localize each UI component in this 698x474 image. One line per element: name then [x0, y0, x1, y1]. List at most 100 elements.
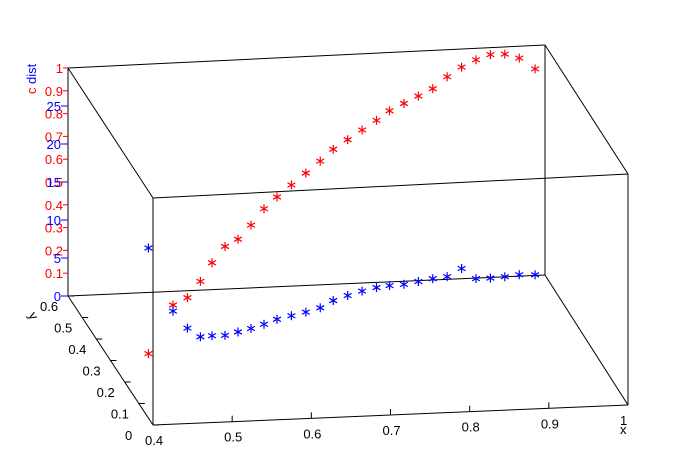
red-point-stroke: [196, 278, 205, 285]
z-blue-tick-label: 20: [47, 137, 61, 152]
blue-point-stroke: [372, 284, 381, 291]
red-point-stroke: [207, 260, 217, 266]
blue-point-stroke: [259, 321, 269, 328]
z-red-tick-label: 0.2: [45, 243, 63, 258]
blue-point: [428, 274, 437, 284]
red-point-stroke: [385, 108, 394, 114]
frame-edge: [544, 274, 629, 406]
z-red-tick-label: 0.8: [45, 107, 63, 122]
tick-marks: [61, 67, 629, 426]
blue-point-stroke: [316, 305, 325, 311]
y-tick-label: 0.5: [54, 321, 72, 336]
blue-point-stroke: [385, 282, 394, 289]
blue-point: [486, 273, 495, 283]
red-point-stroke: [272, 194, 282, 200]
z-blue-tick-label: 0: [54, 289, 61, 304]
blue-point: [259, 319, 269, 329]
red-point: [357, 125, 367, 135]
blue-point: [457, 264, 466, 274]
frame-edge: [67, 274, 546, 297]
blue-point: [500, 272, 510, 282]
red-point: [246, 220, 256, 230]
red-point-stroke: [486, 51, 495, 58]
blue-point-stroke: [168, 308, 178, 314]
blue-point-stroke: [399, 281, 409, 288]
blue-point-stroke: [428, 275, 437, 282]
x-tick-label: 0.9: [541, 416, 559, 431]
tick-labels: 0.4 0.5 0.6 0.7 0.8 0.9 100.10.20.30.40.50.60.…: [40, 61, 627, 448]
red-point-stroke: [259, 205, 269, 212]
blue-point: [183, 323, 192, 333]
blue-point: [196, 332, 205, 342]
series-blue: [144, 243, 540, 342]
blue-point: [343, 290, 352, 300]
blue-point-stroke: [144, 245, 153, 251]
z-red-tick-label: 0.6: [45, 152, 63, 167]
blue-point: [530, 270, 540, 280]
x-tick-label: 1: [620, 413, 627, 428]
red-point: [428, 84, 437, 94]
red-point-stroke: [530, 66, 540, 72]
red-point: [301, 168, 311, 178]
blue-point: [220, 330, 230, 340]
red-point: [486, 50, 495, 60]
red-point-stroke: [287, 182, 296, 188]
red-point: [259, 204, 269, 214]
blue-point: [471, 274, 481, 284]
blue-point-stroke: [414, 278, 423, 285]
z-red-tick-label: 0.9: [45, 84, 63, 99]
red-point: [343, 135, 352, 145]
y-tick-label: 0.2: [97, 385, 115, 400]
blue-point-stroke: [233, 329, 243, 335]
z-axis-title-blue: dist: [24, 63, 39, 84]
blue-point: [316, 303, 325, 313]
red-point-stroke: [515, 55, 524, 61]
red-point: [442, 72, 452, 82]
blue-point-stroke: [246, 325, 256, 332]
red-point-stroke: [399, 100, 409, 107]
red-point-stroke: [246, 222, 256, 228]
red-point: [329, 144, 338, 154]
blue-point: [399, 279, 409, 289]
blue-point: [357, 286, 367, 296]
x-tick-label: 0.4: [145, 433, 163, 448]
blue-point-stroke: [486, 275, 495, 281]
blue-point-stroke: [287, 312, 296, 319]
red-point-stroke: [414, 93, 423, 99]
blue-point: [372, 283, 381, 293]
x-axis-title: x: [620, 422, 627, 437]
red-point-stroke: [372, 117, 381, 124]
red-point: [287, 180, 296, 190]
blue-point: [442, 272, 452, 282]
blue-point-stroke: [343, 292, 352, 299]
red-point-stroke: [183, 294, 192, 301]
red-point: [233, 234, 243, 244]
box-frame: [67, 44, 629, 426]
red-point-stroke: [343, 136, 352, 143]
blue-point-stroke: [183, 325, 192, 331]
z-blue-tick-label: 25: [47, 99, 61, 114]
red-point-stroke: [357, 127, 367, 133]
z-red-tick-label: 0.7: [45, 129, 63, 144]
z-red-tick-label: 0.3: [45, 221, 63, 236]
red-point-stroke: [329, 146, 338, 153]
frame-edge: [67, 44, 546, 69]
blue-point: [385, 281, 394, 291]
frame-edge: [67, 67, 154, 199]
y-tick-label: 0: [125, 428, 132, 443]
blue-point-stroke: [457, 265, 466, 272]
z-blue-tick-label: 5: [54, 251, 61, 266]
red-point: [144, 349, 153, 359]
blue-point: [233, 327, 243, 337]
z-red-tick-label: 0.1: [45, 266, 63, 281]
frame-edge: [544, 44, 629, 175]
blue-point-stroke: [471, 275, 481, 282]
red-point-stroke: [457, 64, 466, 70]
z-red-tick-label: 1: [56, 61, 63, 76]
red-point: [414, 91, 423, 101]
red-point: [207, 258, 217, 268]
red-point: [530, 64, 540, 74]
x-tick-label: 0.8: [462, 420, 480, 435]
blue-point-stroke: [196, 334, 205, 340]
